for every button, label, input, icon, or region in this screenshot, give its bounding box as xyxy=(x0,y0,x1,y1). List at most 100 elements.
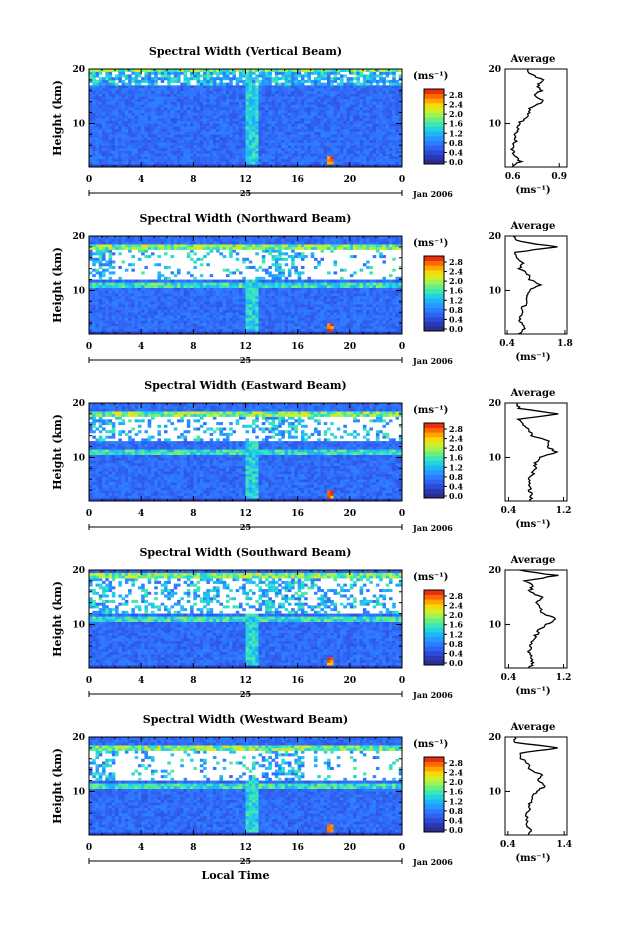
heatmap-cell xyxy=(274,74,279,78)
heatmap-cell xyxy=(398,156,403,160)
heatmap-cell xyxy=(327,104,331,108)
heatmap-cell xyxy=(346,131,351,135)
heatmap-cell xyxy=(268,131,272,135)
heatmap-cell xyxy=(206,131,210,135)
heatmap-cell xyxy=(89,236,93,240)
heatmap-cell xyxy=(362,161,367,165)
heatmap-cell xyxy=(108,79,113,83)
heatmap-cell xyxy=(229,82,233,86)
heatmap-cell xyxy=(150,126,155,130)
heatmap-cell xyxy=(108,126,113,130)
heatmap-cell xyxy=(212,98,217,102)
heatmap-cell xyxy=(183,120,188,124)
heatmap-cell xyxy=(349,77,354,81)
heatmap-cell xyxy=(323,98,328,102)
heatmap-cell xyxy=(206,246,210,250)
heatmap-cell xyxy=(108,82,113,86)
heatmap-cell xyxy=(281,156,285,160)
heatmap-cell xyxy=(238,98,243,102)
heatmap-cell xyxy=(131,293,135,297)
heatmap-cell xyxy=(170,293,175,297)
heatmap-cell xyxy=(317,93,321,97)
heatmap-cell xyxy=(160,88,165,92)
heatmap-cell xyxy=(369,115,373,119)
heatmap-cell xyxy=(154,82,158,86)
heatmap-cell xyxy=(294,85,298,89)
heatmap-cell xyxy=(154,290,158,294)
heatmap-cell xyxy=(160,282,165,286)
heatmap-cell xyxy=(131,268,135,272)
heatmap-cell xyxy=(287,96,292,100)
heatmap-cell xyxy=(193,145,197,149)
heatmap-cell xyxy=(265,126,269,130)
heatmap-cell xyxy=(238,271,243,275)
heatmap-cell xyxy=(372,147,377,151)
heatmap-cell xyxy=(313,98,318,102)
heatmap-cell xyxy=(137,309,142,313)
heatmap-cell xyxy=(372,128,377,132)
heatmap-cell xyxy=(144,249,148,253)
heatmap-cell xyxy=(313,126,318,130)
heatmap-cell xyxy=(343,158,347,162)
heatmap-cell xyxy=(255,295,259,299)
heatmap-cell xyxy=(395,156,400,160)
heatmap-cell xyxy=(268,153,272,157)
heatmap-cell xyxy=(134,161,139,165)
heatmap-cell xyxy=(398,88,403,92)
heatmap-cell xyxy=(98,260,103,264)
heatmap-cell xyxy=(108,241,113,245)
heatmap-cell xyxy=(124,282,129,286)
heatmap-cell xyxy=(177,74,181,78)
heatmap-cell xyxy=(274,118,279,122)
heatmap-cell xyxy=(163,287,168,291)
heatmap-cell xyxy=(294,93,298,97)
heatmap-cell xyxy=(89,118,93,122)
heatmap-cell xyxy=(216,290,220,294)
heatmap-cell xyxy=(160,153,165,157)
heatmap-cell xyxy=(203,246,207,250)
heatmap-cell xyxy=(222,107,227,111)
heatmap-cell xyxy=(167,120,171,124)
heatmap-cell xyxy=(261,69,266,73)
heatmap-cell xyxy=(105,128,109,132)
heatmap-cell xyxy=(229,252,233,256)
heatmap-cell xyxy=(105,314,109,318)
heatmap-cell xyxy=(131,88,135,92)
heatmap-cell xyxy=(395,131,400,135)
heatmap-cell xyxy=(248,101,253,105)
heatmap-cell xyxy=(160,156,165,160)
heatmap-cell xyxy=(203,241,207,245)
heatmap-cell xyxy=(134,93,139,97)
heatmap-cell xyxy=(131,287,135,291)
heatmap-cell xyxy=(330,71,334,75)
heatmap-cell xyxy=(278,109,282,113)
heatmap-cell xyxy=(111,298,116,302)
heatmap-cell xyxy=(274,88,279,92)
heatmap-cell xyxy=(163,164,168,168)
heatmap-cell xyxy=(281,158,285,162)
heatmap-cell xyxy=(353,142,357,146)
heatmap-cell xyxy=(232,134,237,138)
heatmap-cell xyxy=(379,74,383,78)
heatmap-cell xyxy=(131,98,135,102)
heatmap-cell xyxy=(150,93,155,97)
heatmap-cell xyxy=(248,265,253,269)
heatmap-cell xyxy=(111,290,116,294)
heatmap-cell xyxy=(382,147,386,151)
heatmap-cell xyxy=(304,69,308,73)
heatmap-cell xyxy=(327,107,331,111)
heatmap-cell xyxy=(235,153,240,157)
heatmap-cell xyxy=(170,153,175,157)
heatmap-cell xyxy=(232,98,237,102)
heatmap-cell xyxy=(385,164,390,168)
heatmap-cell xyxy=(271,145,276,149)
heatmap-cell xyxy=(372,150,377,154)
heatmap-cell xyxy=(92,314,96,318)
heatmap-cell xyxy=(287,131,292,135)
heatmap-cell xyxy=(92,90,96,94)
heatmap-cell xyxy=(98,98,103,102)
heatmap-cell xyxy=(219,82,223,86)
heatmap-cell xyxy=(124,158,129,162)
heatmap-cell xyxy=(229,314,233,318)
heatmap-cell xyxy=(225,295,230,299)
